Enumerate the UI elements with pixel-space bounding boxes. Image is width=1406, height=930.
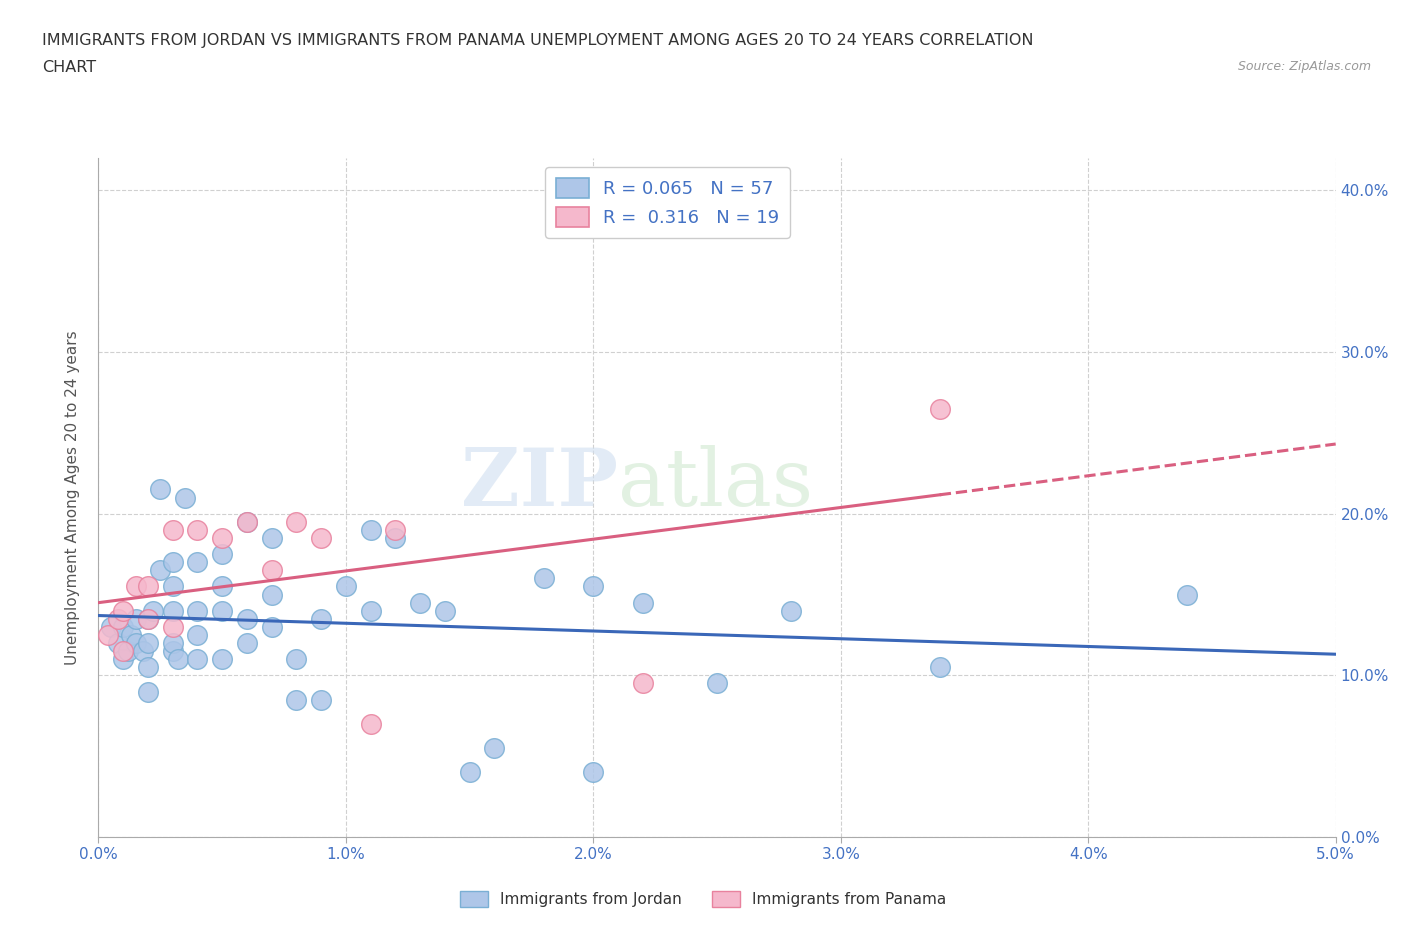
Legend: Immigrants from Jordan, Immigrants from Panama: Immigrants from Jordan, Immigrants from … — [454, 884, 952, 913]
Point — [149, 482, 172, 497]
Point — [112, 644, 135, 658]
Point — [211, 579, 233, 594]
Point — [582, 579, 605, 594]
Point — [260, 563, 283, 578]
Point — [162, 604, 184, 618]
Point — [112, 604, 135, 618]
Point — [211, 547, 233, 562]
Point — [162, 619, 184, 634]
Point — [174, 490, 197, 505]
Point — [260, 587, 283, 602]
Point — [124, 635, 146, 650]
Point — [136, 660, 159, 675]
Text: ZIP: ZIP — [461, 445, 619, 523]
Point — [236, 514, 259, 529]
Point — [484, 740, 506, 755]
Point — [236, 635, 259, 650]
Point — [433, 604, 456, 618]
Point — [260, 619, 283, 634]
Point — [186, 628, 208, 643]
Point — [285, 692, 308, 707]
Point — [186, 555, 208, 570]
Point — [162, 644, 184, 658]
Point — [107, 611, 129, 626]
Point — [136, 579, 159, 594]
Point — [107, 635, 129, 650]
Point — [166, 652, 188, 667]
Point — [780, 604, 803, 618]
Point — [533, 571, 555, 586]
Point — [132, 644, 155, 658]
Point — [285, 652, 308, 667]
Point — [360, 523, 382, 538]
Point — [309, 530, 332, 545]
Legend: R = 0.065   N = 57, R =  0.316   N = 19: R = 0.065 N = 57, R = 0.316 N = 19 — [546, 167, 790, 237]
Point — [149, 563, 172, 578]
Point — [211, 604, 233, 618]
Point — [186, 652, 208, 667]
Point — [706, 676, 728, 691]
Point — [928, 401, 950, 416]
Point — [136, 611, 159, 626]
Text: IMMIGRANTS FROM JORDAN VS IMMIGRANTS FROM PANAMA UNEMPLOYMENT AMONG AGES 20 TO 2: IMMIGRANTS FROM JORDAN VS IMMIGRANTS FRO… — [42, 33, 1033, 47]
Point — [409, 595, 432, 610]
Point — [124, 579, 146, 594]
Point — [360, 604, 382, 618]
Point — [285, 514, 308, 529]
Point — [162, 579, 184, 594]
Point — [236, 611, 259, 626]
Point — [211, 530, 233, 545]
Point — [335, 579, 357, 594]
Point — [100, 619, 122, 634]
Point — [162, 635, 184, 650]
Point — [117, 644, 139, 658]
Point — [211, 652, 233, 667]
Point — [260, 530, 283, 545]
Point — [112, 652, 135, 667]
Text: atlas: atlas — [619, 445, 813, 523]
Point — [631, 595, 654, 610]
Point — [360, 716, 382, 731]
Point — [384, 523, 406, 538]
Point — [136, 635, 159, 650]
Point — [309, 611, 332, 626]
Y-axis label: Unemployment Among Ages 20 to 24 years: Unemployment Among Ages 20 to 24 years — [65, 330, 80, 665]
Point — [458, 764, 481, 779]
Point — [136, 611, 159, 626]
Point — [186, 523, 208, 538]
Point — [582, 764, 605, 779]
Point — [236, 514, 259, 529]
Point — [186, 604, 208, 618]
Point — [162, 555, 184, 570]
Point — [142, 604, 165, 618]
Text: Source: ZipAtlas.com: Source: ZipAtlas.com — [1237, 60, 1371, 73]
Point — [928, 660, 950, 675]
Point — [97, 628, 120, 643]
Text: CHART: CHART — [42, 60, 96, 75]
Point — [309, 692, 332, 707]
Point — [120, 628, 142, 643]
Point — [136, 684, 159, 699]
Point — [384, 530, 406, 545]
Point — [631, 676, 654, 691]
Point — [162, 523, 184, 538]
Point — [112, 619, 135, 634]
Point — [1175, 587, 1198, 602]
Point — [124, 611, 146, 626]
